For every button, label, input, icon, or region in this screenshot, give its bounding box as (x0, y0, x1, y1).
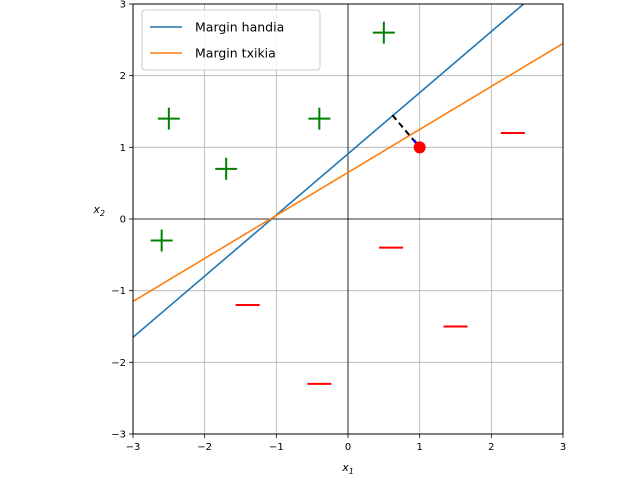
data-points (150, 21, 525, 385)
highlight-point (413, 141, 426, 154)
y-tick-label: −2 (111, 358, 126, 369)
x-tick-label: 0 (345, 442, 351, 453)
y-tick-label: 2 (120, 71, 126, 82)
x-axis-label: x1 (341, 461, 354, 476)
x-tick-label: 2 (488, 442, 494, 453)
legend: Margin handia Margin txikia (141, 9, 321, 71)
positive-point (372, 21, 395, 44)
series-line-1 (133, 42, 563, 303)
x-tick-label: −2 (197, 442, 212, 453)
positive-point (157, 107, 180, 130)
y-tick-label: 1 (120, 143, 126, 154)
y-tick-label: 3 (120, 0, 126, 11)
zero-axes (133, 4, 563, 434)
y-axis-label: x2 (92, 203, 105, 218)
positive-point (308, 107, 331, 130)
x-tick-label: 3 (560, 442, 566, 453)
series-line-0 (133, 4, 525, 338)
y-tick-label: 0 (120, 215, 126, 226)
x-tick-label: 1 (416, 442, 422, 453)
positive-point (150, 229, 173, 252)
y-tick-label: −1 (111, 286, 126, 297)
legend-label-margin-txikia: Margin txikia (195, 46, 276, 61)
positive-point (215, 157, 238, 180)
margin-lines (133, 4, 563, 338)
legend-box (141, 9, 321, 71)
x-tick-label: −3 (126, 442, 141, 453)
x-tick-label: −1 (269, 442, 284, 453)
y-tick-label: −3 (111, 430, 126, 441)
ticks: −3 −2 −1 0 1 2 3 −3 −2 −1 0 1 2 3 (111, 0, 566, 453)
legend-label-margin-handia: Margin handia (195, 20, 284, 35)
